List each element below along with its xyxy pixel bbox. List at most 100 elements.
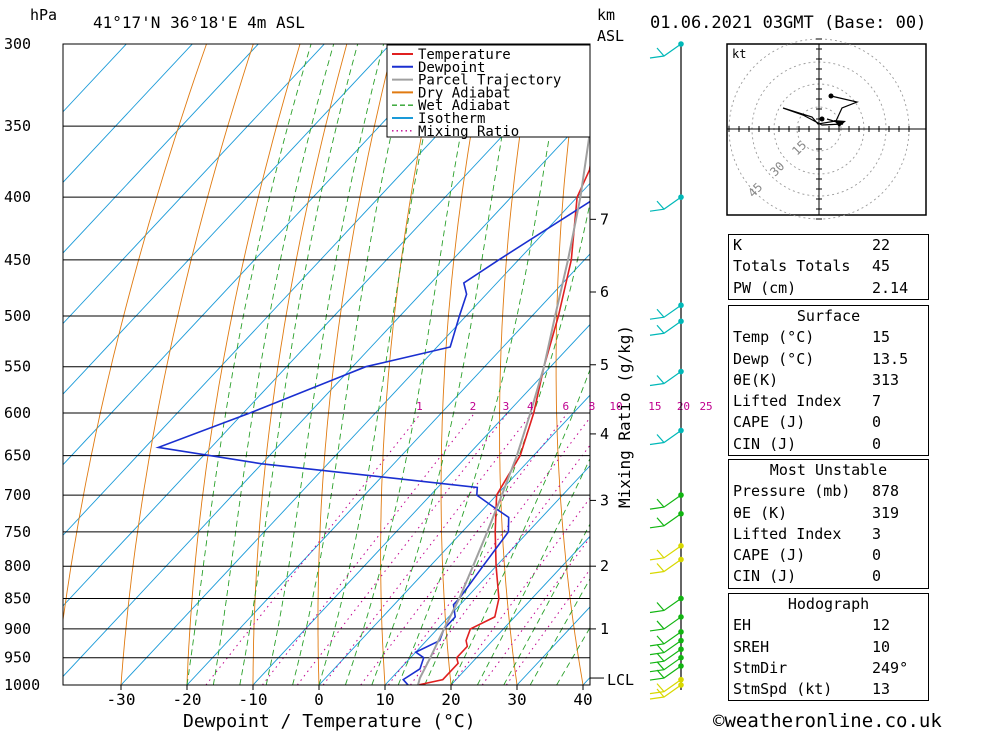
pressure-tick-label: 900 <box>4 620 31 638</box>
legend-label: Isotherm <box>418 111 485 127</box>
legend-label: Dry Adiabat <box>418 85 511 101</box>
wind-barb-flag <box>656 549 665 559</box>
dry-adiabat-line <box>499 44 535 685</box>
wind-barb <box>649 684 682 700</box>
pressure-tick-label: 750 <box>4 523 31 541</box>
wind-barb-flag <box>656 47 665 57</box>
isotherm-line <box>252 323 590 685</box>
surface-theta-row: θE(K) 313 <box>733 370 900 389</box>
wind-barb-flag <box>656 669 665 679</box>
pressure-tick-label: 800 <box>4 557 31 575</box>
wind-barb <box>649 494 682 510</box>
mixing-ratio-axis-title: Mixing Ratio (g/kg) <box>615 325 634 508</box>
pressure-tick-label: 450 <box>4 251 31 269</box>
stmdir-row: StmDir 249° <box>733 658 909 677</box>
wind-barb <box>649 304 682 320</box>
surface-temp-row: Temp (°C) 15 <box>733 328 891 347</box>
pressure-tick-label: 550 <box>4 358 31 376</box>
mu-li-row: Lifted Index 3 <box>733 524 882 543</box>
height-tick-label: 2 <box>600 557 609 575</box>
x-tick-label: 10 <box>375 690 394 709</box>
pw-row: PW (cm) 2.14 <box>729 278 928 299</box>
legend-label: Temperature <box>418 47 511 63</box>
wet-adiabat-line <box>529 577 590 685</box>
mixing-ratio-line <box>387 416 590 685</box>
wet-adiabat-line <box>450 368 590 685</box>
mixing-ratio-line <box>481 536 590 685</box>
credit: ©weatheronline.co.uk <box>713 710 942 732</box>
pressure-tick-label: 300 <box>4 35 31 53</box>
height-tick-label: 6 <box>600 283 609 301</box>
x-tick-label: -10 <box>239 690 268 709</box>
pressure-tick-label: 350 <box>4 117 31 135</box>
wet-adiabat-line <box>503 523 590 685</box>
mu-cin-row: CIN (J) 0 <box>733 567 882 586</box>
series-parcel-trajectory <box>417 125 590 685</box>
mixing-ratio-label: 20 <box>677 400 690 413</box>
wind-barb-flag <box>656 200 665 210</box>
wind-barb <box>649 679 682 695</box>
datetime-title: 01.06.2021 03GMT (Base: 00) <box>650 13 926 33</box>
indices-surface: Surface Temp (°C) 15 Dewp (°C) 13.5 θE(K) 3… <box>728 305 929 457</box>
indices-basic: K 22 Totals Totals 45 PW (cm) 2.14 <box>728 234 929 300</box>
x-tick-label: 40 <box>573 690 592 709</box>
k-value: 22 <box>872 236 891 254</box>
mixing-ratio-line <box>360 412 568 685</box>
pressure-tick-label: 600 <box>4 404 31 422</box>
mu-cape-row: CAPE (J) 0 <box>733 546 882 565</box>
isobars: 300 350 400 450 500 550 600 650 700 750 800 850 900 9… <box>4 35 590 694</box>
mixing-ratio-label: 15 <box>648 400 661 413</box>
pressure-tick-label: 850 <box>4 589 31 607</box>
wind-barb-flag <box>656 652 665 662</box>
height-tick-label: 1 <box>600 620 609 638</box>
wind-barb-flag <box>656 517 665 527</box>
height-tick-label: 3 <box>600 491 609 509</box>
legend-label: Dewpoint <box>418 60 485 76</box>
wind-barb-flag <box>656 308 665 318</box>
pw-value: 2.14 <box>872 278 909 297</box>
wind-barb-flag <box>656 661 665 671</box>
mixing-ratio-line <box>322 412 533 685</box>
dry-adiabat-line <box>186 44 301 685</box>
location-title: 41°17'N 36°18'E 4m ASL <box>93 13 305 32</box>
hodograph-point-top <box>828 93 834 99</box>
sreh-row: SREH 10 <box>733 637 891 656</box>
stmspd-row: StmSpd (kt) 13 <box>733 680 891 699</box>
isotherm-line <box>186 253 590 685</box>
wet-adiabat-line <box>477 457 590 685</box>
surface-title: Surface <box>796 307 861 325</box>
asl-label: ASL <box>597 27 624 45</box>
wind-barb <box>649 320 682 336</box>
wind-barb <box>649 545 682 561</box>
dry-adiabat-line <box>120 44 254 685</box>
legend-label: Mixing Ratio <box>418 124 519 140</box>
mixing-ratio-label: 4 <box>527 400 534 413</box>
surface-cin-row: CIN (J) 0 <box>733 434 882 453</box>
mixing-ratio-line <box>505 568 590 685</box>
eh-row: EH 12 <box>733 616 891 635</box>
dry-adiabat-line <box>555 44 584 685</box>
surface-li-row: Lifted Index 7 <box>733 392 882 411</box>
height-tick-label: 5 <box>600 356 609 374</box>
mu-pressure-row: Pressure (mb) 878 <box>733 482 900 501</box>
dry-adiabat-line <box>954 26 1000 685</box>
x-tick-label: 20 <box>441 690 460 709</box>
dry-adiabat-line <box>252 44 348 685</box>
height-tick-label: 4 <box>600 425 609 443</box>
wind-barbs <box>649 41 684 700</box>
totals-label: Totals Totals <box>733 257 851 276</box>
wet-adiabat-line <box>212 44 335 685</box>
wind-barb <box>649 196 682 212</box>
mixing-ratio-labels: 1 2 3 4 6 8 10 15 20 25 <box>416 400 713 413</box>
axes: -30 -20 -10 0 10 20 30 40 <box>107 685 593 709</box>
hodograph-point-surface <box>819 116 825 122</box>
x-tick-label: -20 <box>173 690 202 709</box>
lcl-label: LCL <box>607 671 634 689</box>
isotherm-line <box>120 182 590 685</box>
mixing-ratio-label: 8 <box>589 400 596 413</box>
mu-theta-row: θE (K) 319 <box>733 503 900 522</box>
dry-adiabat-line <box>63 44 207 624</box>
legend-label: Parcel Trajectory <box>418 73 561 89</box>
